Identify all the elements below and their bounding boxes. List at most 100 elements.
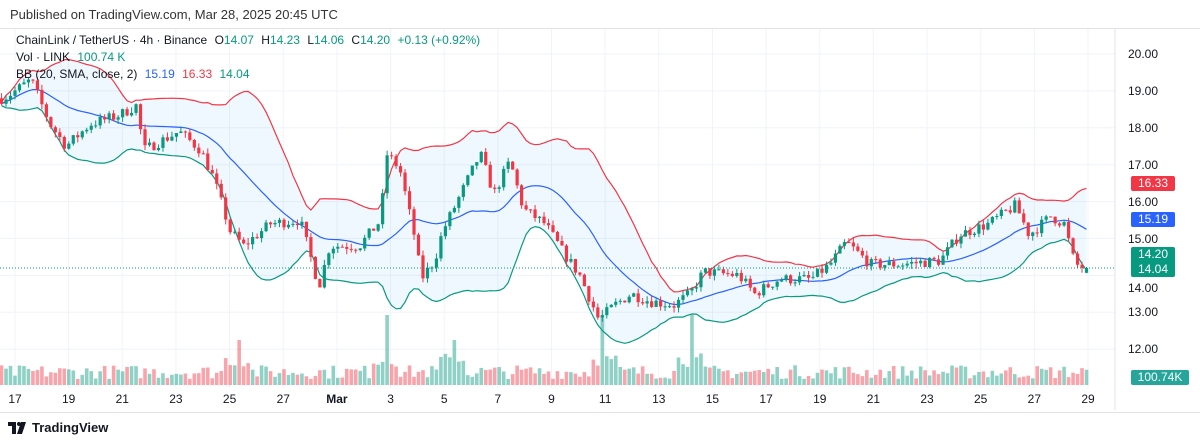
volume-bar: [1084, 369, 1089, 385]
candle-body: [367, 228, 371, 238]
candle-body: [26, 79, 31, 83]
candle-body: [434, 258, 439, 268]
time-tick: 5: [440, 392, 448, 406]
candle-body: [210, 169, 214, 174]
candle-body: [107, 113, 111, 120]
candle-body: [452, 207, 456, 213]
volume-bar: [192, 373, 197, 385]
bb-basis-value: 15.19: [144, 67, 175, 81]
candle-body: [35, 80, 40, 90]
volume-bar: [833, 367, 838, 385]
volume-bar: [246, 363, 250, 385]
volume-bar: [49, 372, 53, 385]
candle-body: [815, 268, 820, 277]
volume-bar: [708, 367, 712, 385]
volume-bar: [336, 377, 340, 385]
candle-body: [542, 216, 546, 224]
bb-basis-tag: 15.19: [1131, 212, 1175, 227]
volume-bar: [138, 378, 143, 385]
volume-bar: [1071, 372, 1075, 385]
candle-body: [829, 262, 833, 265]
time-tick: 11: [598, 392, 612, 406]
candle-body: [224, 197, 228, 220]
candle-body: [394, 156, 398, 167]
candle-body: [618, 300, 622, 302]
volume-bar: [44, 376, 49, 385]
volume-bar: [67, 369, 71, 385]
volume-bar: [93, 378, 98, 385]
volume-bar: [752, 370, 757, 385]
candle-body: [273, 222, 277, 225]
candle-body: [869, 259, 873, 267]
candle-body: [520, 185, 524, 206]
candle-body: [98, 117, 102, 126]
volume-bar: [927, 375, 932, 385]
volume-bar: [667, 378, 672, 385]
volume-bar: [331, 365, 336, 385]
volume-bar: [721, 371, 726, 385]
volume-bar: [739, 372, 744, 385]
candle-body: [560, 240, 564, 246]
candle-body: [784, 275, 788, 281]
candle-body: [206, 153, 210, 170]
volume-bar: [703, 366, 708, 385]
candle-body: [892, 261, 896, 267]
tradingview-logo[interactable]: TradingView: [8, 420, 108, 435]
volume-bar: [882, 377, 887, 385]
volume-bar: [811, 378, 815, 385]
volume-bar: [587, 376, 591, 385]
volume-bar: [582, 372, 587, 385]
volume-label[interactable]: Vol · LINK: [16, 50, 71, 64]
volume-bar: [474, 373, 479, 385]
volume-bar: [891, 366, 896, 385]
candle-body: [739, 272, 743, 282]
volume-bar: [815, 372, 820, 385]
change-value: +0.13 (+0.92%): [397, 33, 481, 47]
candle-body: [573, 259, 578, 273]
volume-bar: [622, 369, 627, 385]
candle-body: [1031, 232, 1035, 237]
volume-bar: [22, 366, 26, 385]
candle-body: [282, 219, 286, 228]
volume-bar: [40, 366, 44, 385]
candle-body: [376, 224, 380, 231]
bb-upper-tag: 16.33: [1131, 176, 1175, 191]
volume-bar: [963, 366, 968, 385]
time-tick: 25: [222, 392, 237, 406]
candle-body: [721, 269, 725, 274]
volume-bar: [829, 373, 833, 385]
candle-body: [851, 242, 855, 247]
volume-bar: [358, 370, 363, 385]
volume-legend: Vol · LINK 100.74 K: [16, 50, 129, 64]
volume-bar: [712, 365, 717, 385]
volume-bar: [1080, 368, 1084, 385]
bb-label[interactable]: BB (20, SMA, close, 2): [16, 67, 138, 81]
candle-body: [286, 224, 291, 228]
volume-bar: [291, 372, 295, 385]
low-value: L14.06: [307, 33, 344, 47]
volume-bar: [645, 373, 649, 385]
volume-bar: [8, 365, 13, 385]
volume-bar: [300, 373, 304, 385]
low-number: 14.06: [314, 33, 345, 47]
volume-bar: [214, 372, 219, 385]
time-tick: 3: [387, 392, 394, 406]
volume-bar: [134, 366, 138, 385]
volume-bar: [205, 367, 210, 385]
volume-bar: [380, 361, 385, 385]
symbol-name[interactable]: ChainLink / TetherUS · 4h · Binance: [16, 33, 208, 47]
candle-body: [398, 166, 403, 173]
volume-bar: [573, 373, 578, 385]
volume-bar: [268, 371, 273, 385]
candle-body: [268, 222, 273, 225]
volume-bar: [183, 373, 188, 385]
high-value: H14.23: [261, 33, 300, 47]
bb-fill: [1, 59, 1087, 344]
volume-bar: [878, 369, 883, 385]
candle-body: [699, 272, 703, 288]
candle-body: [475, 162, 479, 166]
volume-bar: [344, 368, 349, 385]
price-tick: 16.00: [1128, 194, 1159, 209]
candle-body: [62, 137, 66, 149]
